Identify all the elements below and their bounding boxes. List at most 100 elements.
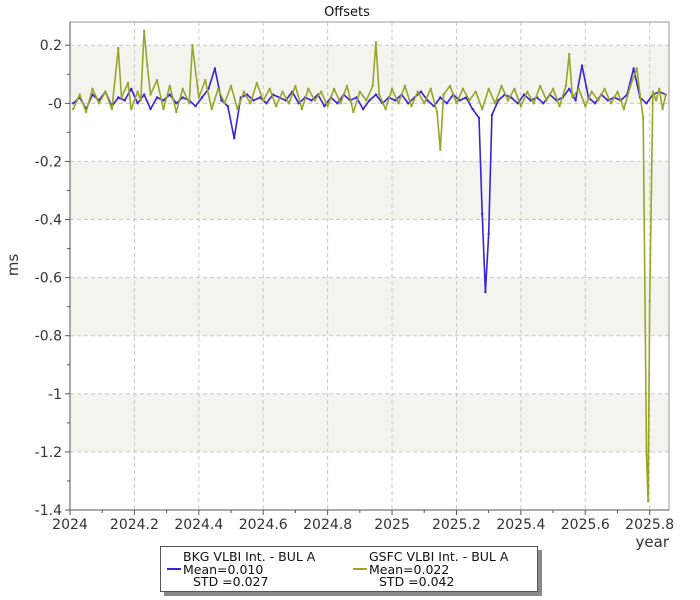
series-point-1 xyxy=(249,102,252,105)
series-point-0 xyxy=(162,99,165,102)
series-point-1 xyxy=(197,96,200,99)
legend-label-gsfc: GSFC VLBI Int. - BUL A xyxy=(369,549,509,564)
series-point-1 xyxy=(188,102,191,105)
x-tick-label: 2024.2 xyxy=(110,517,159,533)
series-point-1 xyxy=(104,90,107,93)
series-point-1 xyxy=(146,64,149,67)
series-point-0 xyxy=(361,107,365,111)
series-point-1 xyxy=(126,81,130,85)
series-point-0 xyxy=(445,102,448,105)
series-point-1 xyxy=(403,84,407,88)
series-point-1 xyxy=(300,107,304,111)
series-point-1 xyxy=(487,87,490,91)
series-point-0 xyxy=(123,99,126,102)
series-point-0 xyxy=(580,64,584,67)
series-point-1 xyxy=(320,90,323,93)
series-point-1 xyxy=(500,84,503,88)
x-tick-label: 2024.4 xyxy=(174,517,223,533)
series-point-1 xyxy=(532,102,535,105)
series-point-1 xyxy=(658,87,661,91)
y-tick-label: -1 xyxy=(48,387,62,403)
series-point-1 xyxy=(506,99,510,102)
series-point-0 xyxy=(394,99,397,102)
series-point-1 xyxy=(274,105,278,108)
series-point-1 xyxy=(332,87,336,91)
series-point-1 xyxy=(262,99,265,102)
series-point-1 xyxy=(268,87,271,91)
y-tick-label: -0.6 xyxy=(35,271,62,287)
series-point-0 xyxy=(336,102,339,105)
series-point-1 xyxy=(130,107,133,111)
series-point-1 xyxy=(519,105,523,108)
series-point-1 xyxy=(645,453,648,456)
series-point-1 xyxy=(468,99,471,102)
series-point-1 xyxy=(162,107,165,111)
series-point-1 xyxy=(168,84,171,88)
series-point-1 xyxy=(448,84,452,88)
y-tick-label: -1.4 xyxy=(35,503,62,519)
series-point-0 xyxy=(484,290,487,294)
series-point-0 xyxy=(542,102,545,105)
y-axis-label: ms xyxy=(4,254,22,277)
series-point-1 xyxy=(616,90,619,93)
series-point-0 xyxy=(175,102,178,105)
series-point-1 xyxy=(416,90,419,93)
series-point-1 xyxy=(397,102,400,105)
series-point-0 xyxy=(426,99,429,102)
series-point-1 xyxy=(474,90,477,93)
series-point-1 xyxy=(204,78,207,82)
series-point-1 xyxy=(590,90,593,93)
series-point-0 xyxy=(194,105,197,108)
x-tick-label: 2025.2 xyxy=(432,517,481,533)
series-point-1 xyxy=(526,90,529,93)
series-point-1 xyxy=(661,107,664,111)
series-point-1 xyxy=(281,90,284,93)
series-point-1 xyxy=(551,87,555,91)
y-tick-label: 0.2 xyxy=(40,38,62,54)
series-point-1 xyxy=(558,105,561,108)
series-point-1 xyxy=(91,87,94,91)
series-point-1 xyxy=(646,500,650,503)
series-point-0 xyxy=(645,102,648,105)
series-point-1 xyxy=(149,93,152,96)
series-point-0 xyxy=(91,93,94,96)
series-point-0 xyxy=(200,96,204,99)
series-point-0 xyxy=(149,107,152,111)
series-point-1 xyxy=(651,90,655,93)
series-point-1 xyxy=(72,107,75,111)
series-point-1 xyxy=(439,148,442,151)
grid-lines xyxy=(69,22,669,511)
series-point-1 xyxy=(423,102,426,105)
x-tick-label: 2025.4 xyxy=(496,517,545,533)
series-point-0 xyxy=(477,116,481,120)
series-point-1 xyxy=(384,107,387,111)
y-tick-label: -0.4 xyxy=(35,213,62,229)
series-point-1 xyxy=(142,29,146,32)
series-point-0 xyxy=(117,96,120,99)
series-point-1 xyxy=(429,87,432,91)
series-point-1 xyxy=(358,90,361,93)
series-point-0 xyxy=(522,93,526,96)
series-point-1 xyxy=(339,102,342,105)
series-point-1 xyxy=(664,93,667,96)
series-point-1 xyxy=(642,116,645,120)
y-tick-label: -0.8 xyxy=(35,329,62,345)
series-point-0 xyxy=(439,96,442,99)
series-point-1 xyxy=(584,105,587,108)
series-point-1 xyxy=(223,102,226,105)
series-point-0 xyxy=(72,102,75,105)
series-point-1 xyxy=(210,107,213,111)
series-point-1 xyxy=(216,87,220,91)
series-point-0 xyxy=(323,105,326,108)
series-point-1 xyxy=(568,52,571,56)
series-point-0 xyxy=(458,99,461,102)
series-point-0 xyxy=(258,96,262,99)
x-axis-label: year xyxy=(636,533,670,551)
series-point-0 xyxy=(310,99,313,102)
x-tick-label: 2024.8 xyxy=(303,517,352,533)
series-point-1 xyxy=(136,90,139,93)
legend-mean-gsfc: Mean=0.022 xyxy=(369,562,450,577)
series-point-1 xyxy=(242,90,246,93)
legend-std-gsfc: STD =0.042 xyxy=(379,574,455,589)
